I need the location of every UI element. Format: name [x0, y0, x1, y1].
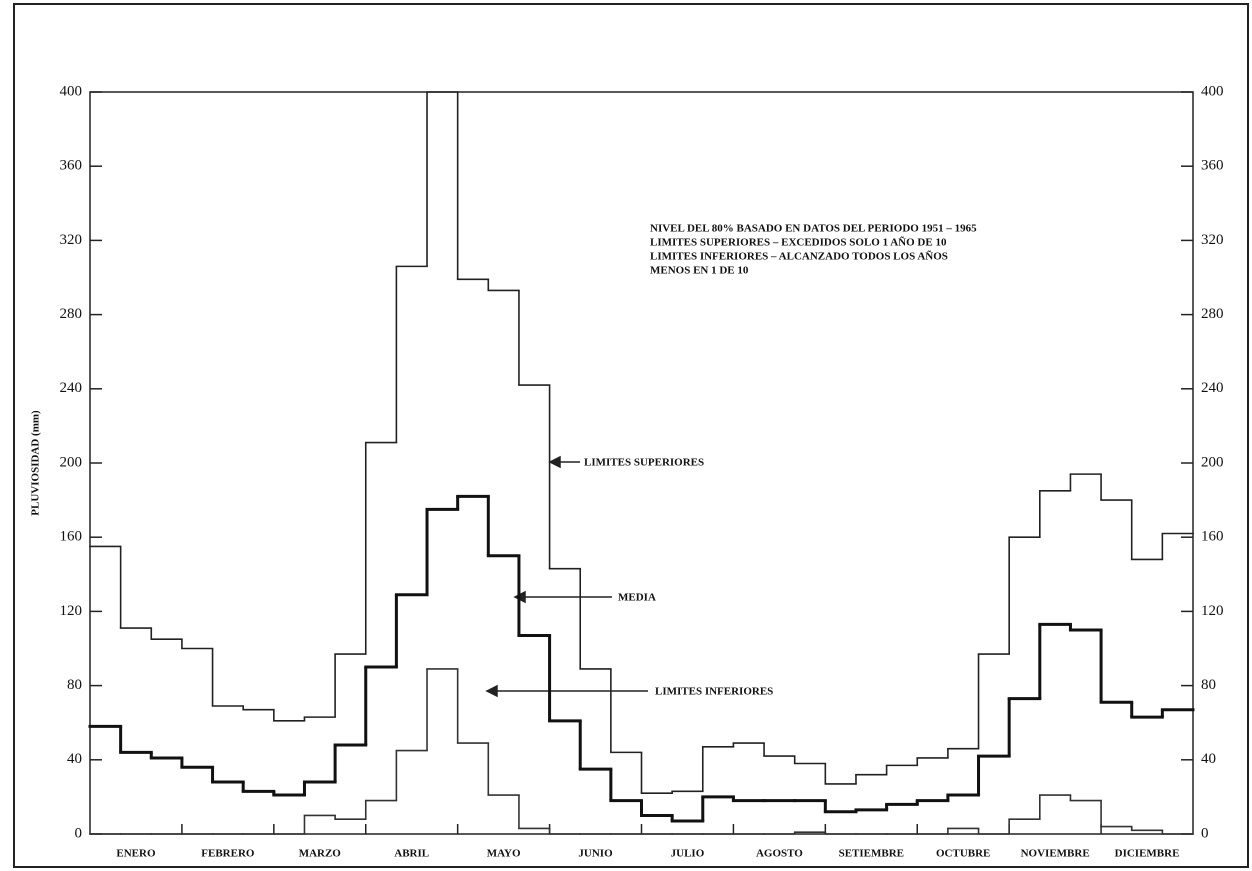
y2-tick-label: 80: [1201, 677, 1216, 693]
y2-tick-label: 400: [1201, 83, 1224, 99]
series-label: MEDIA: [618, 592, 656, 604]
frame: [13, 3, 1249, 868]
series-label: LIMITES SUPERIORES: [584, 457, 704, 469]
y-tick-label: 360: [60, 158, 83, 174]
y-axis-label: PLUVIOSIDAD (mm): [30, 410, 42, 516]
arrow-head: [485, 684, 498, 698]
x-tick-label: DICIEMBRE: [1115, 848, 1180, 860]
y-tick-label: 320: [60, 232, 83, 248]
note-line: LIMITES SUPERIORES – EXCEDIDOS SOLO 1 AÑ…: [650, 237, 947, 249]
note-line: LIMITES INFERIORES – ALCANZADO TODOS LOS…: [650, 251, 948, 263]
x-tick-label: ENERO: [116, 848, 156, 860]
x-tick-label: FEBRERO: [201, 848, 255, 860]
y-tick-label: 0: [75, 825, 83, 841]
y-tick-label: 80: [67, 677, 82, 693]
note: NIVEL DEL 80% BASADO EN DATOS DEL PERIOD…: [650, 223, 977, 277]
y-tick-label: 120: [60, 603, 83, 619]
x-tick-label: JULIO: [671, 848, 705, 860]
y-tick-label: 400: [60, 83, 83, 99]
y2-tick-label: 0: [1201, 825, 1209, 841]
y2-tick-label: 280: [1201, 306, 1224, 322]
y2-tick-label: 360: [1201, 158, 1224, 174]
y2-tick-label: 200: [1201, 454, 1224, 470]
x-tick-label: AGOSTO: [756, 848, 803, 860]
y-tick-label: 280: [60, 306, 83, 322]
y-tick-label: 160: [60, 529, 83, 545]
x-tick-label: ABRIL: [394, 848, 429, 860]
x-tick-label: MAYO: [487, 848, 521, 860]
y-tick-label: 240: [60, 380, 83, 396]
y-tick-label: 200: [60, 454, 83, 470]
x-tick-label: SETIEMBRE: [839, 848, 904, 860]
y-tick-label: 40: [67, 751, 82, 767]
series-label: LIMITES INFERIORES: [655, 686, 773, 698]
arrow-head: [548, 455, 561, 469]
note-line: MENOS EN 1 DE 10: [650, 265, 749, 277]
y2-tick-label: 40: [1201, 751, 1216, 767]
annotations: [485, 455, 648, 698]
y2-tick-label: 120: [1201, 603, 1224, 619]
x-tick-label: NOVIEMBRE: [1021, 848, 1090, 860]
x-tick-label: OCTUBRE: [936, 848, 990, 860]
x-tick-label: MARZO: [299, 848, 342, 860]
y2-tick-label: 240: [1201, 380, 1224, 396]
y2-tick-label: 160: [1201, 529, 1224, 545]
y2-tick-label: 320: [1201, 232, 1224, 248]
x-tick-label: JUNIO: [578, 848, 613, 860]
note-line: NIVEL DEL 80% BASADO EN DATOS DEL PERIOD…: [650, 223, 977, 235]
